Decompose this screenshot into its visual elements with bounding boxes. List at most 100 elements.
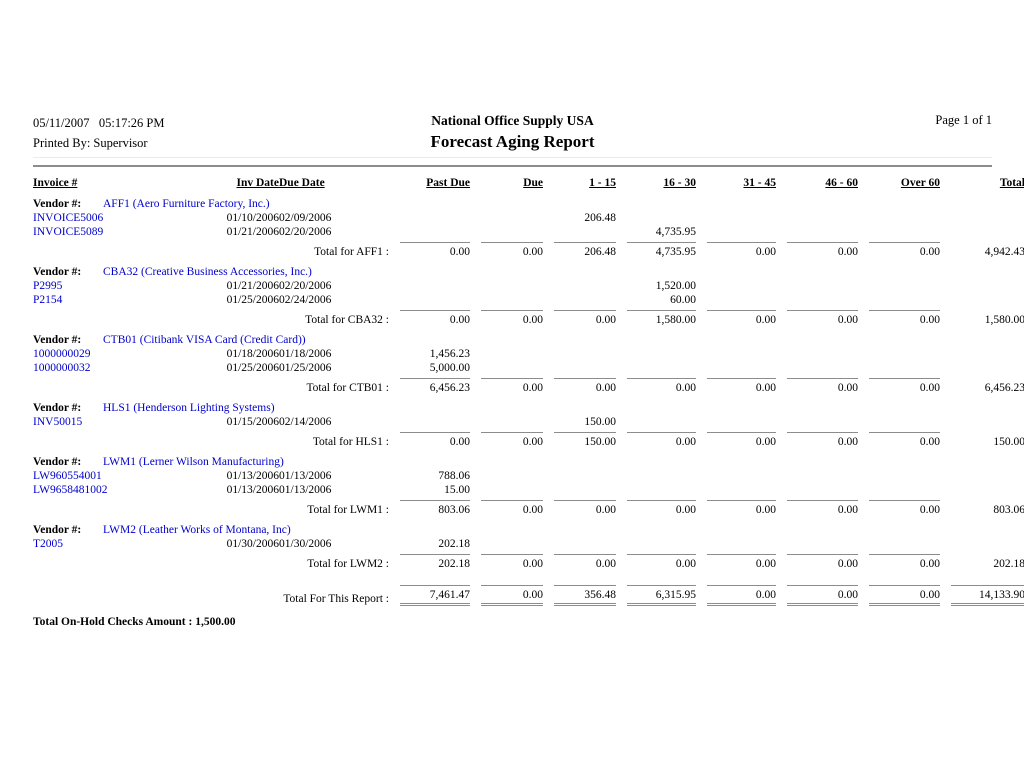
company-name: National Office Supply USA xyxy=(431,113,594,128)
report-total-46-60: 0.00 xyxy=(787,585,858,606)
vendor-total-16-30: 0.00 xyxy=(627,500,696,517)
invoice-number-link[interactable]: 1000000029 xyxy=(33,348,91,360)
vendor-row: Vendor #: LWM2 (Leather Works of Montana,… xyxy=(33,517,1024,537)
report-total-16-30: 6,315.95 xyxy=(627,585,696,606)
report-page: 05/11/2007 05:17:26 PM Printed By: Super… xyxy=(33,113,1024,628)
aging-31-45-cell xyxy=(696,293,776,307)
vendor-link[interactable]: LWM1 (Lerner Wilson Manufacturing) xyxy=(103,456,284,468)
vendor-total-total: 4,942.43 xyxy=(984,246,1024,258)
invoice-row: INV50015 01/15/2006 02/14/2006 150.00 xyxy=(33,415,1024,429)
vendor-total-label: Total for CTB01 : xyxy=(306,382,389,394)
aging-16-30-cell: 60.00 xyxy=(670,294,696,306)
due-date-cell: 02/09/2006 xyxy=(279,212,332,224)
report-total-row: Total For This Report : 7,461.47 0.00 35… xyxy=(33,571,1024,606)
due-date-cell: 02/20/2006 xyxy=(279,226,332,238)
vendor-total-due: 0.00 xyxy=(481,554,543,571)
inv-date-cell: 01/18/2006 xyxy=(226,348,279,360)
vendor-total-31-45: 0.00 xyxy=(707,378,776,395)
vendor-total-16-30: 0.00 xyxy=(627,554,696,571)
vendor-total-total: 202.18 xyxy=(993,558,1024,570)
due-cell xyxy=(470,279,543,293)
past-due-cell: 1,456.23 xyxy=(429,348,470,360)
vendor-row: Vendor #: LWM1 (Lerner Wilson Manufacturi… xyxy=(33,449,1024,469)
total-cell xyxy=(940,361,1024,375)
invoice-number-link[interactable]: P2995 xyxy=(33,280,63,292)
aging-1-15-cell xyxy=(543,361,616,375)
vendor-link[interactable]: CBA32 (Creative Business Accessories, In… xyxy=(103,266,312,278)
due-cell xyxy=(470,211,543,225)
col-header-31-45: 31 - 45 xyxy=(743,177,776,189)
vendor-total-row: Total for LWM2 : 202.18 0.00 0.00 0.00 0… xyxy=(33,551,1024,571)
vendor-total-31-45: 0.00 xyxy=(707,500,776,517)
col-header-1-15: 1 - 15 xyxy=(589,177,616,189)
vendor-link[interactable]: HLS1 (Henderson Lighting Systems) xyxy=(103,402,275,414)
aging-46-60-cell xyxy=(776,279,858,293)
vendor-total-row: Total for CTB01 : 6,456.23 0.00 0.00 0.0… xyxy=(33,375,1024,395)
aging-1-15-cell: 206.48 xyxy=(584,212,616,224)
vendor-total-total: 150.00 xyxy=(993,436,1024,448)
col-header-16-30: 16 - 30 xyxy=(663,177,696,189)
over-60-cell xyxy=(858,225,940,239)
report-total-1-15: 356.48 xyxy=(554,585,616,606)
aging-1-15-cell xyxy=(543,537,616,551)
vendor-total-due: 0.00 xyxy=(481,310,543,327)
inv-date-cell: 01/13/2006 xyxy=(226,470,279,482)
aging-31-45-cell xyxy=(696,415,776,429)
due-date-cell: 01/30/2006 xyxy=(279,538,332,550)
col-header-due: Due xyxy=(523,177,543,189)
vendor-row: Vendor #: CBA32 (Creative Business Access… xyxy=(33,259,1024,279)
invoice-number-link[interactable]: LW9658481002 xyxy=(33,484,108,496)
past-due-cell: 5,000.00 xyxy=(429,362,470,374)
vendor-total-row: Total for CBA32 : 0.00 0.00 0.00 1,580.0… xyxy=(33,307,1024,327)
vendor-link[interactable]: CTB01 (Citibank VISA Card (Credit Card)) xyxy=(103,334,306,346)
over-60-cell xyxy=(858,347,940,361)
vendor-total-1-15: 150.00 xyxy=(554,432,616,449)
vendor-total-row: Total for HLS1 : 0.00 0.00 150.00 0.00 0… xyxy=(33,429,1024,449)
invoice-number-link[interactable]: T2005 xyxy=(33,538,64,550)
vendor-number-label: Vendor #: xyxy=(33,266,82,278)
aging-16-30-cell: 1,520.00 xyxy=(655,280,696,292)
invoice-number-link[interactable]: INVOICE5089 xyxy=(33,226,104,238)
invoice-row: INVOICE5006 01/10/2006 02/09/2006 206.48 xyxy=(33,211,1024,225)
past-due-cell xyxy=(389,279,470,293)
inv-date-cell: 01/15/2006 xyxy=(226,416,279,428)
aging-46-60-cell xyxy=(776,361,858,375)
col-header-inv-date: Inv Date xyxy=(236,177,280,189)
aging-16-30-cell xyxy=(616,361,696,375)
over-60-cell xyxy=(858,469,940,483)
inv-date-cell: 01/25/2006 xyxy=(226,294,279,306)
over-60-cell xyxy=(858,415,940,429)
past-due-cell: 202.18 xyxy=(438,538,470,550)
aging-31-45-cell xyxy=(696,469,776,483)
inv-date-cell: 01/10/2006 xyxy=(226,212,279,224)
invoice-number-link[interactable]: INVOICE5006 xyxy=(33,212,104,224)
page-number: Page 1 of 1 xyxy=(935,113,992,127)
vendor-row: Vendor #: CTB01 (Citibank VISA Card (Cred… xyxy=(33,327,1024,347)
vendor-link[interactable]: AFF1 (Aero Furniture Factory, Inc.) xyxy=(103,198,270,210)
vendor-total-past-due: 0.00 xyxy=(400,432,470,449)
vendor-total-46-60: 0.00 xyxy=(787,500,858,517)
due-cell xyxy=(470,469,543,483)
past-due-cell xyxy=(389,211,470,225)
vendor-total-16-30: 0.00 xyxy=(627,432,696,449)
due-date-cell: 01/25/2006 xyxy=(279,362,332,374)
invoice-number-link[interactable]: INV50015 xyxy=(33,416,83,428)
invoice-number-link[interactable]: LW960554001 xyxy=(33,470,102,482)
report-total-due: 0.00 xyxy=(481,585,543,606)
vendor-total-past-due: 0.00 xyxy=(400,310,470,327)
invoice-row: INVOICE5089 01/21/2006 02/20/2006 4,735.… xyxy=(33,225,1024,239)
vendor-total-past-due: 803.06 xyxy=(400,500,470,517)
aging-31-45-cell xyxy=(696,279,776,293)
vendor-total-31-45: 0.00 xyxy=(707,242,776,259)
invoice-number-link[interactable]: P2154 xyxy=(33,294,63,306)
vendor-total-over-60: 0.00 xyxy=(869,378,940,395)
aging-31-45-cell xyxy=(696,211,776,225)
vendor-number-label: Vendor #: xyxy=(33,198,82,210)
vendor-row: Vendor #: HLS1 (Henderson Lighting System… xyxy=(33,395,1024,415)
total-cell xyxy=(940,279,1024,293)
invoice-number-link[interactable]: 1000000032 xyxy=(33,362,91,374)
due-cell xyxy=(470,347,543,361)
vendor-total-label: Total for HLS1 : xyxy=(312,436,389,448)
vendor-total-over-60: 0.00 xyxy=(869,554,940,571)
vendor-link[interactable]: LWM2 (Leather Works of Montana, Inc) xyxy=(103,524,291,536)
